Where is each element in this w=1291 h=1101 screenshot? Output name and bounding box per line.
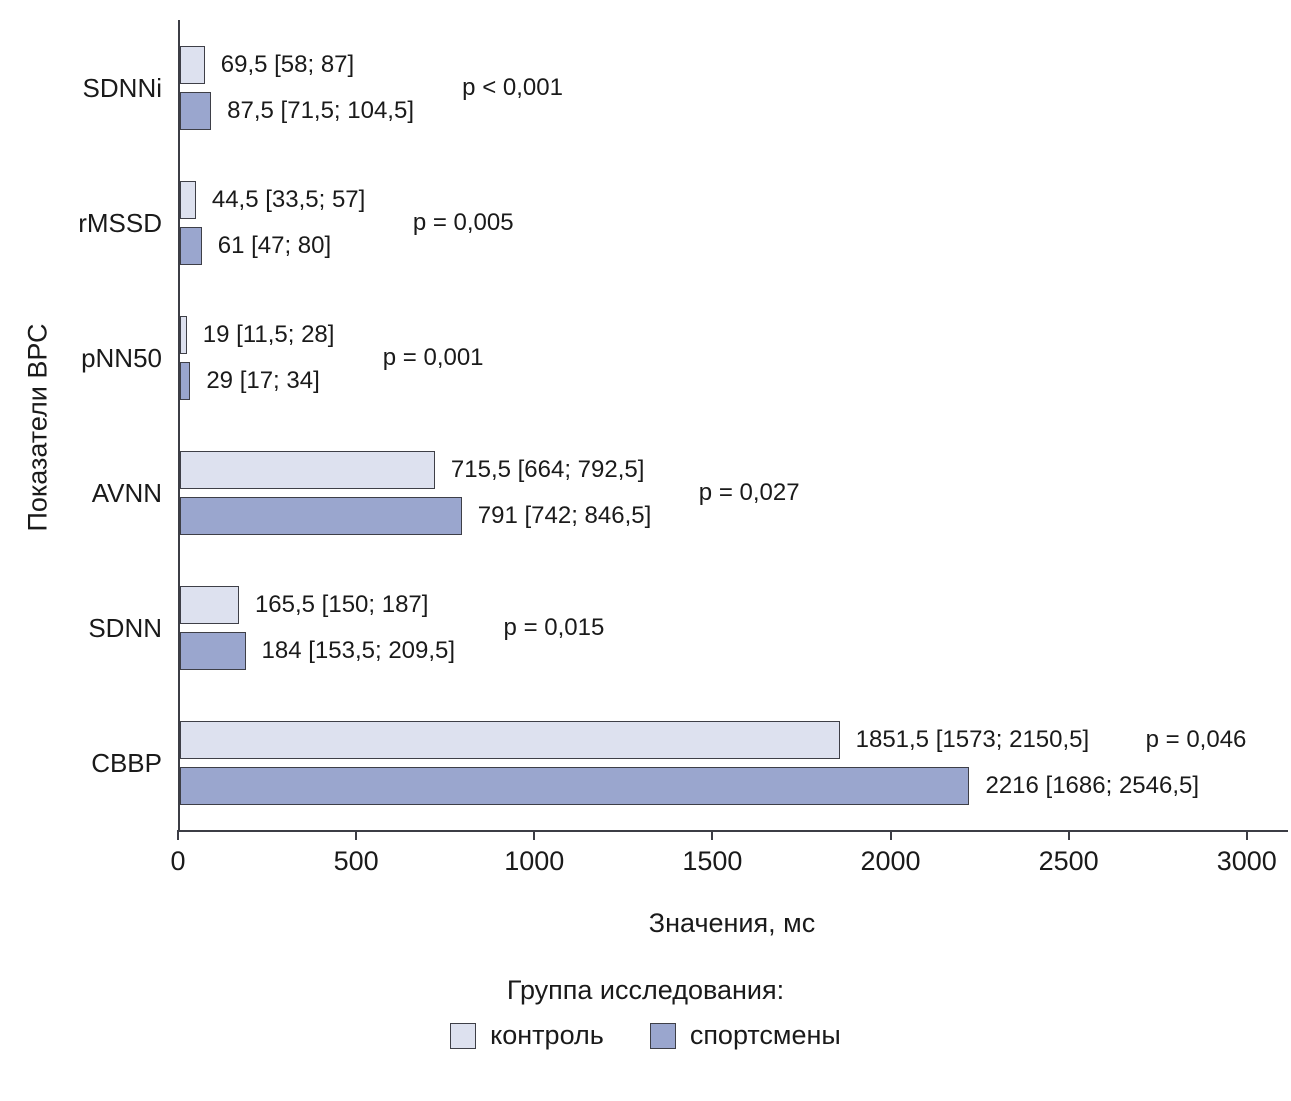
bar-СВВР-контроль (180, 720, 840, 759)
x-tick-label: 2000 (860, 846, 921, 876)
category-label: AVNN (91, 477, 162, 508)
legend-item-athletes: спортсмены (649, 1020, 841, 1051)
bar-SDNNi-контроль (180, 45, 205, 84)
bar-value-label: 791 [742; 846,5] (477, 501, 652, 529)
bar-AVNN-контроль (180, 450, 435, 489)
legend: контроль спортсмены (0, 1020, 1291, 1051)
x-tick (1245, 830, 1248, 840)
p-value-label: p = 0,046 (1145, 725, 1247, 753)
bar-value-label: 1851,5 [1573; 2150,5] (855, 725, 1090, 753)
category-label: SDNNi (82, 72, 162, 103)
p-value-label: p = 0,027 (698, 478, 800, 506)
bar-value-label: 715,5 [664; 792,5] (450, 455, 645, 483)
legend-title: Группа исследования: (506, 975, 785, 1005)
legend-swatch-athletes (649, 1022, 676, 1049)
p-value-label: p = 0,001 (382, 343, 484, 371)
bar-СВВР-спортсмены (180, 766, 970, 805)
bar-AVNN-спортсмены (180, 496, 462, 535)
x-tick-label: 2500 (1038, 846, 1099, 876)
x-tick (711, 830, 714, 840)
bar-SDNN-спортсмены (180, 631, 246, 670)
legend-label-control: контроль (490, 1020, 604, 1050)
x-tick-label: 3000 (1216, 846, 1277, 876)
x-tick-label: 1000 (504, 846, 565, 876)
bar-rMSSD-контроль (180, 180, 196, 219)
plot-area: 69,5 [58; 87] 87,5 [71,5; 104,5] p < 0,001… (178, 20, 1288, 832)
bar-SDNN-контроль (180, 585, 239, 624)
bar-value-label: 87,5 [71,5; 104,5] (227, 96, 414, 124)
bar-value-label: 29 [17; 34] (206, 366, 320, 394)
bar-pNN50-контроль (180, 315, 187, 354)
legend-swatch-control (450, 1022, 477, 1049)
x-tick (533, 830, 536, 840)
legend-label-athletes: спортсмены (689, 1020, 841, 1050)
bar-value-label: 69,5 [58; 87] (220, 50, 355, 78)
bar-pNN50-спортсмены (180, 361, 191, 400)
x-tick-label: 1500 (682, 846, 743, 876)
bar-value-label: 44,5 [33,5; 57] (211, 185, 366, 213)
x-tick-label: 0 (170, 846, 186, 876)
category-label: rMSSD (78, 207, 162, 238)
category-label: СВВР (91, 747, 162, 778)
x-tick (889, 830, 892, 840)
category-label: pNN50 (81, 342, 162, 373)
x-axis-title: Значения, мс (648, 908, 816, 938)
p-value-label: p < 0,001 (462, 73, 563, 101)
bar-value-label: 184 [153,5; 209,5] (261, 636, 456, 664)
x-tick (355, 830, 358, 840)
bar-SDNNi-спортсмены (180, 91, 212, 130)
bar-rMSSD-спортсмены (180, 226, 202, 265)
x-tick (177, 830, 179, 840)
bar-value-label: 2216 [1686; 2546,5] (985, 771, 1200, 799)
category-label: SDNN (88, 612, 162, 643)
x-tick-label: 500 (333, 846, 379, 876)
x-tick (1067, 830, 1070, 840)
p-value-label: p = 0,005 (412, 208, 514, 236)
bar-value-label: 61 [47; 80] (217, 231, 332, 259)
bar-value-label: 19 [11,5; 28] (202, 320, 335, 348)
p-value-label: p = 0,015 (503, 613, 605, 641)
bar-value-label: 165,5 [150; 187] (254, 590, 429, 618)
legend-item-control: контроль (450, 1020, 604, 1051)
